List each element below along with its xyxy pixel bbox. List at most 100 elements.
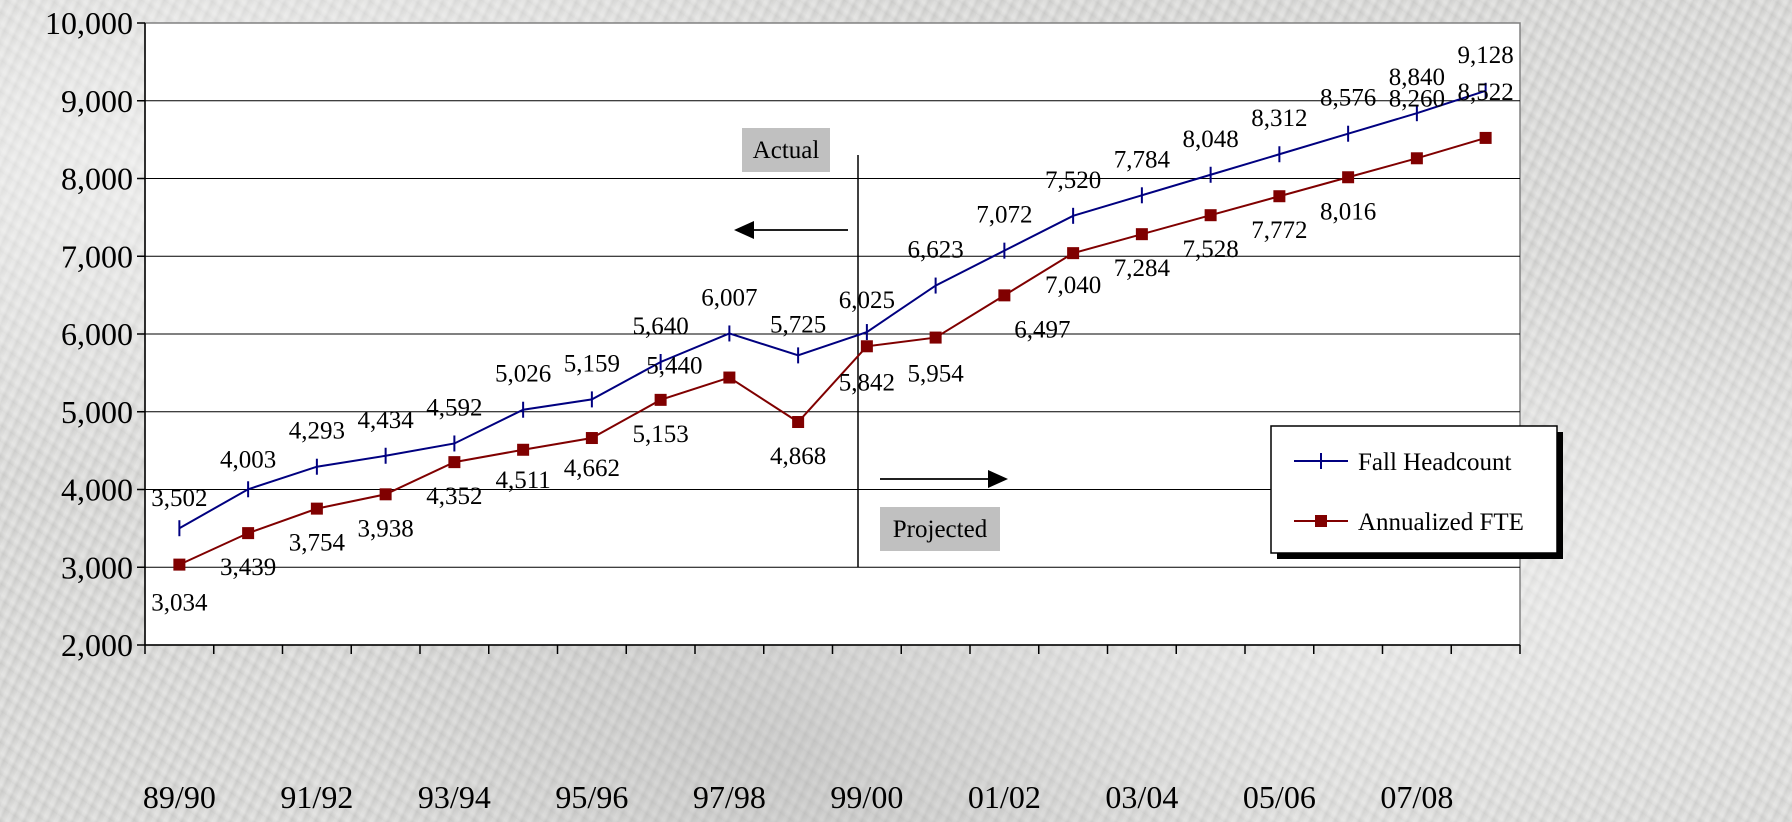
data-label: 8,840 [1389, 64, 1445, 91]
data-label: 7,040 [1045, 272, 1101, 299]
data-label: 8,016 [1320, 198, 1376, 225]
data-label: 7,528 [1183, 236, 1239, 263]
y-tick-label: 6,000 [61, 316, 133, 352]
x-tick-label: 07/08 [1380, 779, 1453, 815]
actual-label: Actual [753, 137, 820, 164]
data-point [1135, 228, 1148, 241]
actual-annotation: Actual [734, 128, 848, 239]
data-label: 7,284 [1114, 255, 1171, 282]
data-point [860, 340, 873, 353]
x-tick-label: 99/00 [830, 779, 903, 815]
data-label: 5,842 [839, 369, 895, 396]
data-point [998, 289, 1011, 302]
x-tick-label: 01/02 [968, 779, 1041, 815]
y-tick-label: 10,000 [45, 5, 133, 41]
series-markers [173, 82, 1492, 571]
data-label: 6,025 [839, 287, 895, 314]
data-label: 7,772 [1251, 217, 1307, 244]
data-label: 5,954 [908, 361, 965, 388]
data-point [929, 331, 942, 344]
data-label: 3,502 [151, 485, 207, 512]
data-label: 5,440 [646, 353, 702, 380]
data-point [448, 456, 461, 469]
x-tick-label: 93/94 [418, 779, 491, 815]
data-label: 3,754 [289, 530, 346, 557]
data-label: 9,128 [1458, 42, 1514, 69]
data-point [654, 393, 667, 406]
data-point [1067, 247, 1080, 260]
y-tick-label: 4,000 [61, 472, 133, 508]
x-tick-label: 03/04 [1105, 779, 1178, 815]
data-point [1410, 152, 1423, 165]
y-tick-label: 2,000 [61, 627, 133, 663]
data-point [1273, 190, 1286, 203]
actual-label-box [742, 128, 830, 172]
data-label: 6,623 [908, 237, 964, 264]
data-label: 5,640 [633, 313, 689, 340]
data-label: 6,007 [701, 284, 757, 311]
data-label: 8,522 [1458, 79, 1514, 106]
projected-label: Projected [893, 516, 988, 543]
data-point [1204, 209, 1217, 222]
data-label: 7,784 [1114, 146, 1171, 173]
projected-annotation: Projected [880, 470, 1008, 551]
data-label: 5,026 [495, 361, 551, 388]
data-label: 4,293 [289, 418, 345, 445]
projected-arrow-head [988, 470, 1008, 488]
x-tick-label: 89/90 [143, 779, 216, 815]
legend-box [1270, 425, 1558, 554]
data-point [310, 502, 323, 515]
data-label: 3,034 [151, 590, 208, 617]
data-point [173, 558, 186, 571]
data-label: 3,938 [358, 515, 414, 542]
data-point [792, 416, 805, 429]
y-tick-label: 9,000 [61, 83, 133, 119]
data-label: 8,260 [1389, 85, 1445, 112]
legend-label-fall-headcount: Fall Headcount [1358, 449, 1511, 476]
series-line-0 [178, 89, 1486, 530]
series-lines [178, 89, 1486, 566]
data-label: 4,003 [220, 446, 276, 473]
x-tick-label: 05/06 [1243, 779, 1316, 815]
y-tick-label: 7,000 [61, 238, 133, 274]
y-tick-label: 5,000 [61, 394, 133, 430]
data-label: 7,072 [976, 202, 1032, 229]
data-point [242, 527, 255, 540]
data-label: 8,312 [1251, 105, 1307, 132]
projected-label-box [880, 507, 1000, 551]
data-label: 5,159 [564, 350, 620, 377]
data-point [723, 371, 736, 384]
data-label: 4,592 [426, 394, 482, 421]
data-label: 8,576 [1320, 85, 1376, 112]
x-tick-label: 97/98 [693, 779, 766, 815]
legend: Fall Headcount Annualized FTE [1270, 425, 1563, 559]
x-tick-label: 91/92 [280, 779, 353, 815]
data-point [1342, 171, 1355, 184]
data-label: 4,352 [426, 483, 482, 510]
data-point [379, 488, 392, 501]
legend-label-annualized-fte: Annualized FTE [1358, 509, 1524, 536]
data-label: 4,868 [770, 443, 826, 470]
data-labels: 3,502 4,003 4,293 4,434 4,592 5,026 5,159 5,640… [151, 42, 1514, 617]
x-tick-label: 95/96 [555, 779, 628, 815]
y-axis-ticks: 2,000 3,000 4,000 5,000 6,000 7,000 8,000 9,000… [45, 5, 145, 663]
y-tick-label: 3,000 [61, 549, 133, 585]
data-point [517, 443, 530, 456]
data-label: 4,511 [495, 467, 550, 494]
data-point [585, 432, 598, 445]
data-label: 7,520 [1045, 167, 1101, 194]
data-point [1479, 131, 1492, 144]
actual-arrow-head [734, 221, 754, 239]
data-label: 6,497 [1014, 316, 1070, 343]
data-label: 4,434 [358, 407, 415, 434]
data-label: 8,048 [1183, 126, 1239, 153]
data-label: 5,725 [770, 311, 826, 338]
y-tick-label: 8,000 [61, 161, 133, 197]
data-label: 5,153 [633, 421, 689, 448]
data-label: 3,439 [220, 554, 276, 581]
x-axis-ticks: 89/90 91/92 93/94 95/96 97/98 99/00 01/02 03/04… [143, 645, 1521, 815]
legend-marker-annualized-fte [1315, 515, 1327, 527]
data-label: 4,662 [564, 455, 620, 482]
series-line-1 [178, 136, 1486, 566]
